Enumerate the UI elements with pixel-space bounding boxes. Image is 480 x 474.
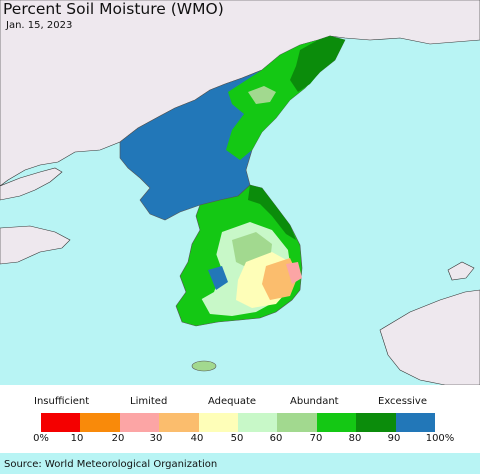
land-japan — [379, 289, 480, 386]
sk-insufficient-zone — [286, 262, 302, 284]
legend-tick: 60 — [269, 433, 283, 444]
legend-tick: 0% — [33, 433, 49, 444]
map-date: Jan. 15, 2023 — [6, 20, 73, 31]
legend-swatch — [237, 413, 278, 432]
legend-tick: 50 — [230, 433, 244, 444]
land-japan-north — [447, 261, 475, 281]
legend-swatch — [356, 413, 396, 432]
legend-swatch — [159, 413, 199, 432]
legend-tick: 90 — [387, 433, 401, 444]
legend-tick: 100% — [425, 433, 455, 444]
legend-swatch — [198, 413, 238, 432]
sk-dark-green — [248, 185, 296, 240]
legend-category-insufficient: Insufficient — [34, 396, 90, 407]
map-title: Percent Soil Moisture (WMO) — [3, 0, 224, 18]
source-credit: Source: World Meteorological Organizatio… — [4, 459, 218, 470]
sk-southwest-green — [190, 248, 222, 300]
legend: Insufficient Limited Adequate Abundant E… — [0, 385, 480, 453]
legend-swatch — [119, 413, 160, 432]
jeju-island — [191, 360, 217, 372]
nk-abundant — [248, 86, 276, 104]
legend-swatch — [395, 413, 435, 432]
legend-category-abundant: Abundant — [290, 396, 339, 407]
land-shandong — [0, 225, 71, 265]
legend-tick: 20 — [111, 433, 125, 444]
legend-swatch — [80, 413, 120, 432]
legend-tick: 70 — [309, 433, 323, 444]
legend-swatch — [41, 413, 81, 432]
legend-category-excessive: Excessive — [378, 396, 427, 407]
legend-category-limited: Limited — [130, 396, 168, 407]
legend-tick: 10 — [70, 433, 84, 444]
legend-tick: 80 — [348, 433, 362, 444]
legend-category-adequate: Adequate — [208, 396, 257, 407]
legend-swatch — [277, 413, 317, 432]
nk-dark-green — [290, 36, 345, 92]
legend-color-bar — [41, 413, 435, 432]
sk-southwest-blue — [208, 266, 228, 290]
legend-tick: 30 — [149, 433, 163, 444]
land-liaodong — [0, 167, 63, 201]
legend-swatch — [316, 413, 357, 432]
legend-tick: 40 — [190, 433, 204, 444]
